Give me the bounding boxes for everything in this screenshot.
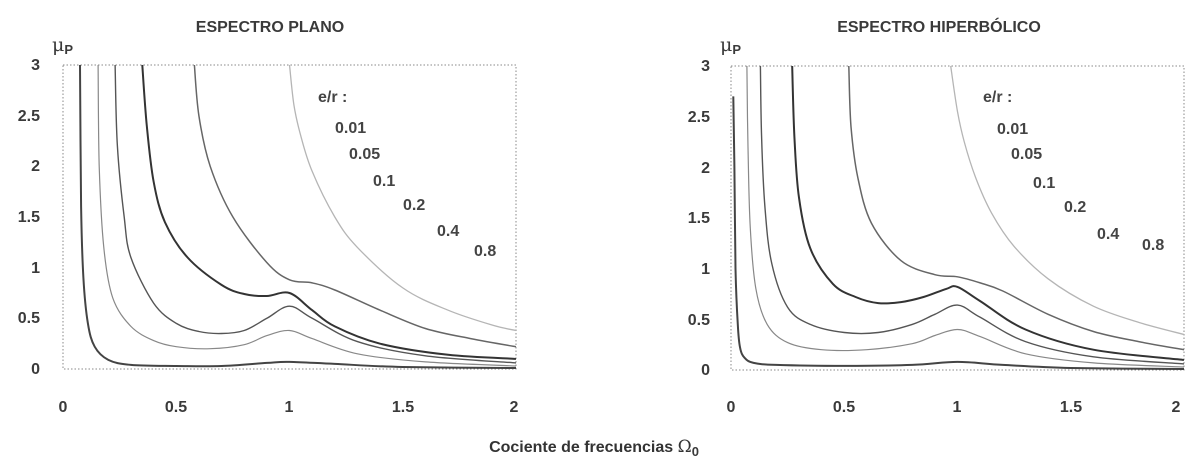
annotation-header: e/r :	[983, 89, 1012, 106]
chart-panel-plano: ESPECTRO PLANO μP 0 0.5 1 1.5 2 2.5 3 0 …	[18, 19, 519, 416]
x-tick-label: 1	[285, 399, 294, 416]
x-tick-labels: 0 0.5 1 1.5 2	[59, 399, 519, 416]
y-tick-label: 0.5	[18, 310, 40, 327]
annotation-label: 0.4	[1097, 226, 1119, 243]
annotation-labels: e/r : 0.01 0.05 0.1 0.2 0.4 0.8	[318, 89, 496, 260]
y-tick-label: 3	[31, 57, 40, 74]
annotation-label: 0.01	[335, 120, 366, 137]
annotation-label: 0.05	[349, 146, 380, 163]
series-line-0_2	[141, 64, 517, 360]
y-tick-label: 3	[701, 58, 710, 75]
series-line-0_05	[97, 64, 517, 367]
y-tick-label: 2	[701, 160, 710, 177]
x-tick-label: 0.5	[833, 399, 855, 416]
plot-area	[730, 65, 1185, 371]
x-tick-label: 1.5	[1060, 399, 1082, 416]
series-line-0_8	[950, 65, 1185, 336]
annotation-label: 0.4	[437, 223, 459, 240]
series-line-0_01	[79, 64, 517, 369]
y-tick-labels: 0 0.5 1 1.5 2 2.5 3	[688, 58, 710, 379]
y-tick-label: 2	[31, 158, 40, 175]
series-line-0_01	[732, 96, 1185, 370]
annotation-label: 0.05	[1011, 146, 1042, 163]
series-group	[79, 64, 517, 369]
x-tick-label: 1	[953, 399, 962, 416]
y-tick-label: 1	[701, 261, 710, 278]
annotation-label: 0.1	[1033, 175, 1055, 192]
y-tick-label: 1.5	[18, 209, 40, 226]
y-tick-label: 1.5	[688, 210, 710, 227]
series-line-0_4	[848, 65, 1185, 351]
annotation-label: 0.8	[474, 243, 496, 260]
y-tick-label: 2.5	[688, 109, 710, 126]
y-axis-label: μP	[52, 34, 73, 57]
series-group	[732, 65, 1185, 370]
x-axis-label: Cociente de frecuencias Ω0	[489, 437, 699, 459]
y-tick-label: 0	[701, 362, 710, 379]
chart-panel-hiperbolico: ESPECTRO HIPERBÓLICO μP 0 0.5 1 1.5 2 2.…	[688, 17, 1185, 416]
annotation-label: 0.01	[997, 121, 1028, 138]
x-tick-labels: 0 0.5 1 1.5 2	[727, 399, 1181, 416]
y-tick-label: 0	[31, 361, 40, 378]
y-tick-label: 0.5	[688, 312, 710, 329]
x-tick-label: 1.5	[392, 399, 414, 416]
annotation-header: e/r :	[318, 89, 347, 106]
chart-title: ESPECTRO HIPERBÓLICO	[837, 17, 1041, 36]
chart-title: ESPECTRO PLANO	[196, 19, 344, 36]
y-axis-label: μP	[720, 34, 741, 57]
annotation-label: 0.8	[1142, 237, 1164, 254]
x-tick-label: 0.5	[165, 399, 187, 416]
y-tick-labels: 0 0.5 1 1.5 2 2.5 3	[18, 57, 40, 378]
annotation-label: 0.2	[403, 197, 425, 214]
x-tick-label: 2	[1172, 399, 1181, 416]
y-tick-label: 1	[31, 260, 40, 277]
series-line-0_1	[114, 64, 517, 364]
x-tick-label: 0	[59, 399, 68, 416]
plot-area	[62, 64, 517, 370]
series-line-0_1	[759, 65, 1185, 365]
y-tick-label: 2.5	[18, 108, 40, 125]
series-line-0_8	[288, 64, 517, 332]
annotation-label: 0.1	[373, 173, 395, 190]
annotation-label: 0.2	[1064, 199, 1086, 216]
x-tick-label: 0	[727, 399, 736, 416]
series-line-0_05	[746, 65, 1185, 368]
annotation-labels: e/r : 0.01 0.05 0.1 0.2 0.4 0.8	[983, 89, 1164, 254]
series-line-0_2	[791, 65, 1185, 361]
series-line-0_4	[193, 64, 517, 348]
x-tick-label: 2	[510, 399, 519, 416]
